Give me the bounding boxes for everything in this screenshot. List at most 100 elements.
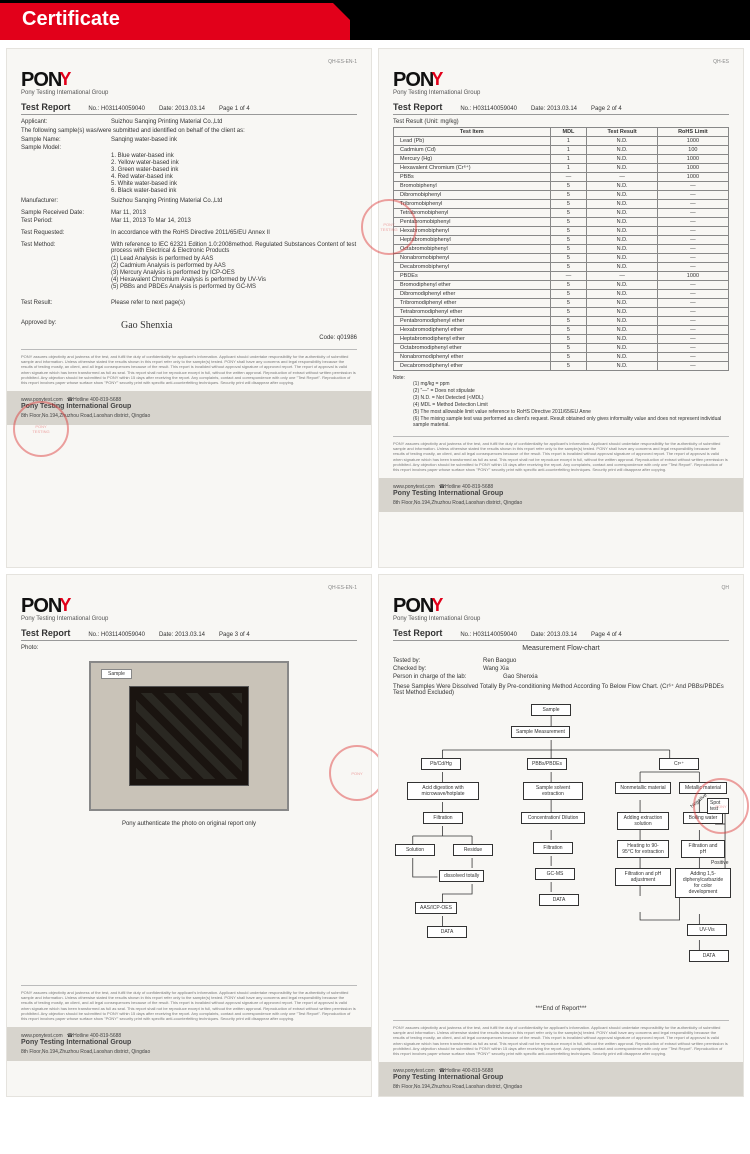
table-row: Bromobiphenyl5N.D.— bbox=[394, 182, 729, 191]
photo-label: Photo: bbox=[21, 645, 357, 651]
label-positive: Positive bbox=[711, 860, 729, 866]
sample-model-label: Sample Model: bbox=[21, 145, 111, 151]
photo-sample-image bbox=[129, 686, 249, 786]
corner-code: QH-ES-EN-1 bbox=[328, 585, 357, 591]
node-filtph: Filtration and pH bbox=[681, 840, 725, 858]
signature: Gao Shenxia bbox=[121, 320, 172, 331]
report-page-3: QH-ES-EN-1 PONY Pony Testing Internation… bbox=[6, 574, 372, 1097]
note-item: (4) MDL = Method Detection Limit bbox=[413, 402, 729, 408]
period-label: Test Period: bbox=[21, 218, 111, 224]
flowchart: Sample Sample Measurement Pb/Cd/Hg PBBs/… bbox=[393, 702, 729, 1002]
fineprint: PONY assures objectivity and justness of… bbox=[393, 1020, 729, 1056]
table-row: Octabromodiphenyl ether5N.D.— bbox=[394, 344, 729, 353]
node-residue: Residue bbox=[453, 844, 493, 856]
approved-label: Approved by: bbox=[21, 320, 111, 331]
model-item: 6. Black water-based ink bbox=[111, 188, 357, 194]
tested-by-value: Ren Baoguo bbox=[483, 658, 516, 664]
method-item: (2) Cadmium Analysis is performed by AAS bbox=[111, 263, 357, 269]
method-item: (5) PBBs and PBDEs Analysis is performed… bbox=[111, 284, 357, 290]
table-row: Dibromodiphenyl ether5N.D.— bbox=[394, 290, 729, 299]
applicant-value: Suizhou Sanqing Printing Material Co.,Lt… bbox=[111, 119, 222, 125]
node-solvent: Sample solvent extraction bbox=[523, 782, 583, 800]
corner-code: QH-ES bbox=[713, 59, 729, 65]
model-item: 4. Red water-based ink bbox=[111, 174, 357, 180]
report-header: Test Report No.: H031140059040 Date: 201… bbox=[21, 628, 357, 641]
sample-models: 1. Blue water-based ink2. Yellow water-b… bbox=[111, 153, 357, 194]
report-header: Test Report No.: H031140059040 Date: 201… bbox=[21, 102, 357, 115]
req-value: In accordance with the RoHS Directive 20… bbox=[111, 230, 270, 236]
col-header: Test Item bbox=[394, 128, 551, 137]
table-row: Decabromodiphenyl ether5N.D.— bbox=[394, 362, 729, 371]
node-conc: Concentration/ Dilution bbox=[521, 812, 585, 824]
fineprint: PONY assures objectivity and justness of… bbox=[393, 436, 729, 472]
table-row: Mercury (Hg)1N.D.1000 bbox=[394, 155, 729, 164]
node-filtph2: Filtration and pH adjustment bbox=[615, 868, 671, 886]
col-header: RoHS Limit bbox=[657, 128, 728, 137]
node-cr: Cr⁶⁺ bbox=[659, 758, 699, 770]
table-row: Decabromobiphenyl5N.D.— bbox=[394, 263, 729, 272]
table-row: Heptabromodiphenyl ether5N.D.— bbox=[394, 335, 729, 344]
unit-text: Test Result (Unit: mg/kg) bbox=[393, 119, 729, 125]
tested-by-label: Tested by: bbox=[393, 658, 483, 664]
table-row: Hexabromobiphenyl5N.D.— bbox=[394, 227, 729, 236]
table-row: Pentabromodiphenyl ether5N.D.— bbox=[394, 317, 729, 326]
node-data3: DATA bbox=[689, 950, 729, 962]
node-measure: Sample Measurement bbox=[511, 726, 570, 738]
stamp-icon: PONY bbox=[329, 745, 385, 801]
banner-title: Certificate bbox=[22, 8, 120, 31]
sample-name-value: Sanqing water-based ink bbox=[111, 137, 177, 143]
report-header: Test Report No.: H031140059040 Date: 201… bbox=[393, 628, 729, 641]
node-gcms: GC-MS bbox=[535, 868, 575, 880]
pic-value: Gao Shenxia bbox=[503, 674, 538, 680]
report-page-1: QH-ES-EN-1 PONY Pony Testing Internation… bbox=[6, 48, 372, 568]
col-header: MDL bbox=[550, 128, 587, 137]
table-row: Hexabromodiphenyl ether5N.D.— bbox=[394, 326, 729, 335]
stamp-icon: PONYTESTING bbox=[361, 199, 417, 255]
node-nonmetal: Nonmetallic material bbox=[615, 782, 671, 794]
table-row: Pentabromobiphenyl5N.D.— bbox=[394, 218, 729, 227]
node-acid: Acid digestion with microwave/hotplate bbox=[407, 782, 479, 800]
stamp-icon: PONYTESTING bbox=[13, 401, 69, 457]
req-label: Test Requested: bbox=[21, 230, 111, 236]
table-row: Heptabromobiphenyl5N.D.— bbox=[394, 236, 729, 245]
result-value: Please refer to next page(s) bbox=[111, 300, 185, 306]
result-label: Test Result: bbox=[21, 300, 111, 306]
report-header: Test Report No.: H031140059040 Date: 201… bbox=[393, 102, 729, 115]
photo-tag: Sample bbox=[101, 669, 132, 679]
pony-logo-sub: Pony Testing International Group bbox=[393, 616, 729, 622]
table-row: Lead (Pb)1N.D.1000 bbox=[394, 137, 729, 146]
fineprint: PONY assures objectivity and justness of… bbox=[21, 985, 357, 1021]
flow-title: Measurement Flow-chart bbox=[393, 645, 729, 652]
sample-name-label: Sample Name: bbox=[21, 137, 111, 143]
following-text: The following sample(s) was/were submitt… bbox=[21, 128, 357, 134]
manufacturer-value: Suizhou Sanqing Printing Material Co.,Lt… bbox=[111, 198, 222, 204]
page-footer: www.ponytest.com ☎Hotline 400-819-5688 P… bbox=[379, 478, 743, 512]
method-label: Test Method: bbox=[21, 242, 111, 254]
model-item: 5. White water-based ink bbox=[111, 181, 357, 187]
checked-by-value: Wang Xia bbox=[483, 666, 509, 672]
method-item: (3) Mercury Analysis is performed by ICP… bbox=[111, 270, 357, 276]
model-item: 3. Green water-based ink bbox=[111, 167, 357, 173]
table-notes: Note: (1) mg/kg = ppm(2) "—" = Does not … bbox=[393, 375, 729, 428]
corner-code: QH-ES-EN-1 bbox=[328, 59, 357, 65]
model-item: 2. Yellow water-based ink bbox=[111, 160, 357, 166]
table-row: Tetrabromobiphenyl5N.D.— bbox=[394, 209, 729, 218]
certificate-banner: Certificate bbox=[0, 0, 750, 40]
recv-label: Sample Received Date: bbox=[21, 210, 111, 216]
node-filtration2: Filtration bbox=[533, 842, 573, 854]
report-page-4: QH PONY Pony Testing International Group… bbox=[378, 574, 744, 1097]
applicant-label: Applicant: bbox=[21, 119, 111, 125]
flow-note: These Samples Were Dissolved Totally By … bbox=[393, 683, 729, 696]
manufacturer-label: Manufacturer: bbox=[21, 198, 111, 204]
table-row: Bromodiphenyl ether5N.D.— bbox=[394, 281, 729, 290]
note-item: (5) The most allowable limit value refer… bbox=[413, 409, 729, 415]
checked-by-label: Checked by: bbox=[393, 666, 483, 672]
pony-logo: PONY bbox=[393, 69, 729, 92]
corner-code: QH bbox=[722, 585, 730, 591]
col-header: Test Result bbox=[587, 128, 657, 137]
pony-logo: PONY bbox=[393, 595, 729, 618]
period-value: Mar 11, 2013 To Mar 14, 2013 bbox=[111, 218, 191, 224]
node-pbcd: Pb/Cd/Hg bbox=[421, 758, 461, 770]
table-row: Tetrabromodiphenyl ether5N.D.— bbox=[394, 308, 729, 317]
node-data1: DATA bbox=[427, 926, 467, 938]
